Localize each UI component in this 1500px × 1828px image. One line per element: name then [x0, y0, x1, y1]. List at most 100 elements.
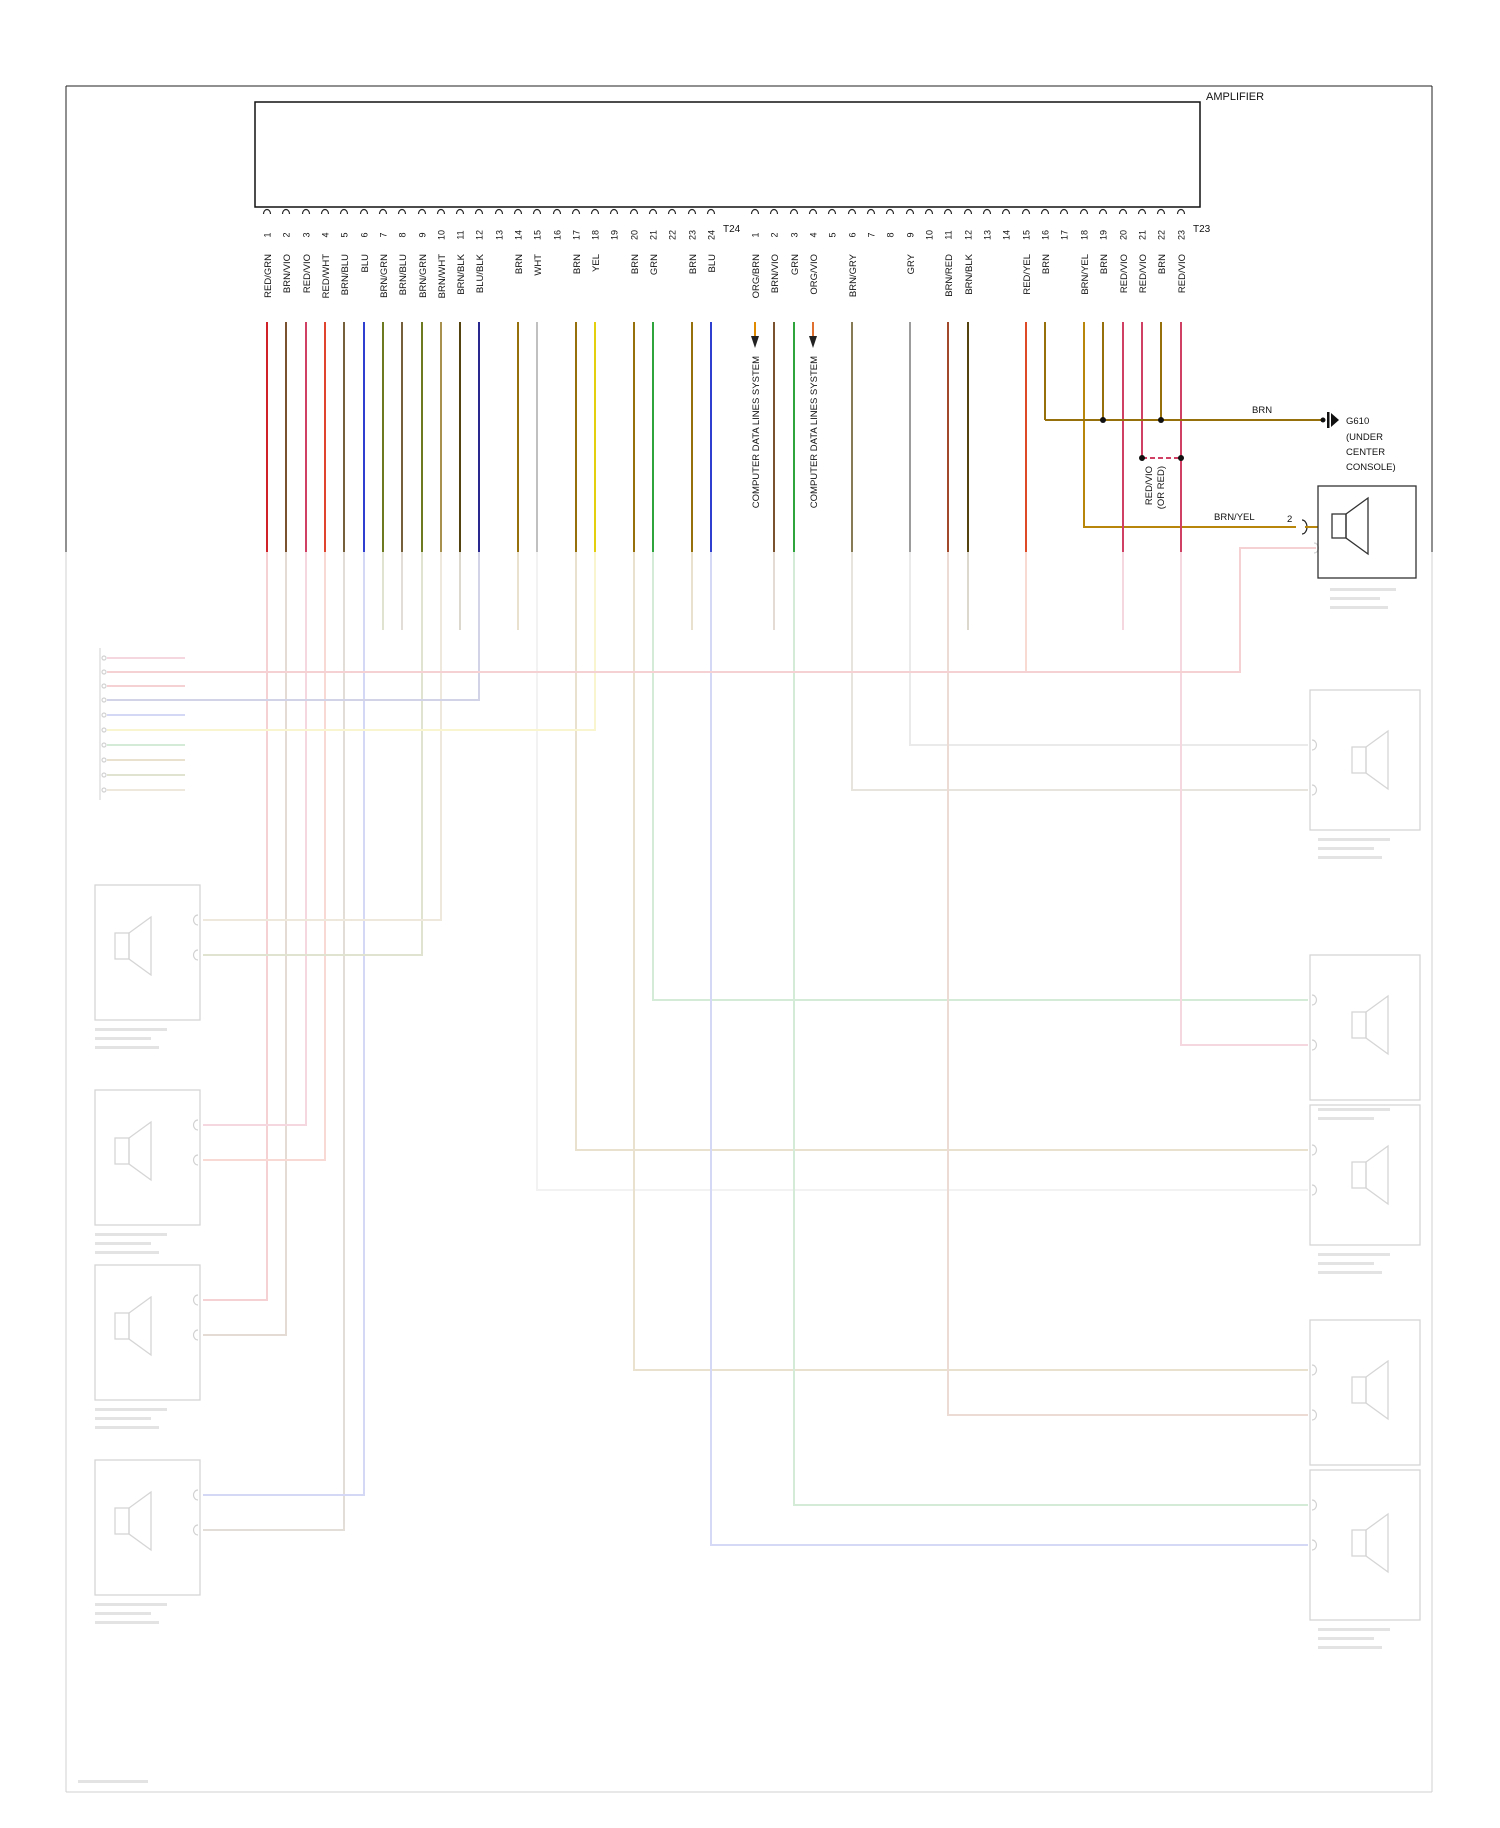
tweeter-speaker: BRN/YEL 2 — [1214, 485, 1417, 579]
pin-terminal-icon — [706, 208, 716, 215]
terminal-connector-icon — [101, 757, 107, 763]
terminal-connector-icon — [101, 787, 107, 793]
label-placeholder — [1318, 1253, 1390, 1256]
pin-number: 23 — [1177, 230, 1187, 240]
t24-pin-14: 14 BRN — [514, 208, 525, 552]
left-speaker-2 — [94, 1089, 201, 1254]
t24-pin-10: 10 BRN/WHT — [437, 208, 448, 552]
wire — [203, 552, 423, 956]
wire-label: BRN — [1157, 254, 1168, 274]
pin-number: 8 — [398, 232, 408, 237]
data-line-arrow-icon — [809, 336, 817, 348]
ground-location-line2: CENTER — [1346, 447, 1385, 458]
pin-number: 5 — [828, 232, 838, 237]
pin-number: 15 — [1022, 230, 1032, 240]
terminal-connector-icon — [101, 742, 107, 748]
pin-terminal-icon — [281, 208, 291, 215]
terminal-connector-icon — [192, 949, 199, 961]
pin-number: 20 — [1119, 230, 1129, 240]
pin-number: 14 — [514, 230, 524, 240]
t23-pin-12: 12 BRN/BLK — [964, 208, 975, 552]
pin-number: 17 — [1060, 230, 1070, 240]
speaker-icon — [1345, 496, 1369, 556]
pin-terminal-icon — [750, 208, 760, 215]
wire — [203, 552, 442, 921]
t24-pin-12: 12 BLU/BLK — [475, 208, 486, 552]
t24-pin-18: 18 YEL — [591, 208, 602, 552]
terminal-connector-icon — [192, 1524, 199, 1536]
label-placeholder — [95, 1408, 167, 1411]
splice-dot — [1139, 455, 1145, 461]
terminal-connector-icon — [101, 772, 107, 778]
pin-number: 24 — [707, 230, 717, 240]
terminal-connector-icon — [192, 1294, 199, 1306]
pin-number: 17 — [572, 230, 582, 240]
label-placeholder — [95, 1028, 167, 1031]
label-placeholder — [95, 1426, 159, 1429]
pin-number: 19 — [1099, 230, 1109, 240]
right-speaker-5 — [1309, 1469, 1421, 1649]
t24-pin-2: 2 BRN/VIO — [281, 208, 293, 552]
pin-number: 4 — [809, 232, 819, 237]
wire-label: BRN/GRN — [379, 254, 390, 298]
speaker-icon — [1365, 1512, 1389, 1574]
pin-terminal-icon — [1098, 208, 1108, 215]
label-placeholder — [95, 1603, 167, 1606]
label-placeholder — [1318, 1262, 1374, 1265]
speaker-icon — [1331, 513, 1347, 539]
wire-label: RED/VIO — [1138, 254, 1149, 293]
right-speaker-1 — [1309, 689, 1421, 859]
pin-number: 20 — [630, 230, 640, 240]
label-placeholder — [1318, 1628, 1390, 1631]
pin-number: 11 — [944, 230, 954, 239]
wire — [107, 547, 1316, 673]
pin-terminal-icon — [1079, 208, 1089, 215]
wire-label: BRN — [1041, 254, 1052, 274]
ground-icon — [1327, 412, 1330, 428]
pin-terminal-icon — [943, 208, 953, 215]
wire-label: BRN — [630, 254, 641, 274]
wire-label: RED/YEL — [1022, 254, 1033, 295]
pin-number: 22 — [668, 230, 678, 240]
computer-data-lines-label: COMPUTER DATA LINES SYSTEM — [751, 356, 762, 508]
footer-code-placeholder — [78, 1780, 148, 1783]
label-placeholder — [1318, 1271, 1382, 1274]
t24-pin-20: 20 BRN — [629, 208, 641, 552]
t24-pin-23: 23 BRN — [688, 208, 699, 552]
t23-pin-15: 15 RED/YEL — [1022, 208, 1033, 552]
pin-terminal-icon — [885, 208, 895, 215]
computer-data-lines-label: COMPUTER DATA LINES SYSTEM — [809, 356, 820, 508]
wire-label: RED/VIO — [1177, 254, 1188, 293]
wire-label: RED/GRN — [263, 254, 274, 298]
pin-terminal-icon — [359, 208, 369, 215]
speaker-icon — [1351, 1376, 1367, 1404]
pin-terminal-icon — [667, 208, 677, 215]
terminal-connector-icon — [1313, 542, 1320, 554]
label-placeholder — [1318, 856, 1382, 859]
pin-terminal-icon — [532, 208, 542, 215]
pin-terminal-icon — [924, 208, 934, 215]
wire-label: BRN — [688, 254, 699, 274]
pin-number: 3 — [302, 232, 312, 237]
t23-pin-9: 9 GRY — [905, 208, 917, 552]
pin-number: 23 — [688, 230, 698, 240]
pin-terminal-icon — [905, 208, 915, 215]
connector-t23: 1 ORG/BRN COMPUTER DATA LINES SYSTEM 2 B… — [750, 208, 1296, 552]
wire — [203, 552, 345, 1531]
wire-label: BLU — [707, 254, 718, 273]
pin-number: 4 — [321, 232, 331, 237]
t23-pin-17: 17 — [1060, 208, 1070, 240]
speaker-box — [1309, 1469, 1421, 1621]
label-placeholder — [95, 1046, 159, 1049]
wire-label: BRN/BLU — [340, 254, 351, 295]
wire-label: BRN/VIO — [282, 254, 293, 293]
t23-pin-8: 8 — [885, 208, 896, 238]
pin-terminal-icon — [494, 208, 504, 215]
t23-pin-22: 22 BRN — [1157, 208, 1168, 420]
ground-location-line1: (UNDER — [1346, 432, 1383, 443]
terminal-connector-icon — [192, 914, 199, 926]
pin-terminal-icon — [1118, 208, 1128, 215]
ground-wire-label: BRN — [1252, 405, 1272, 416]
pin-terminal-icon — [629, 208, 639, 215]
